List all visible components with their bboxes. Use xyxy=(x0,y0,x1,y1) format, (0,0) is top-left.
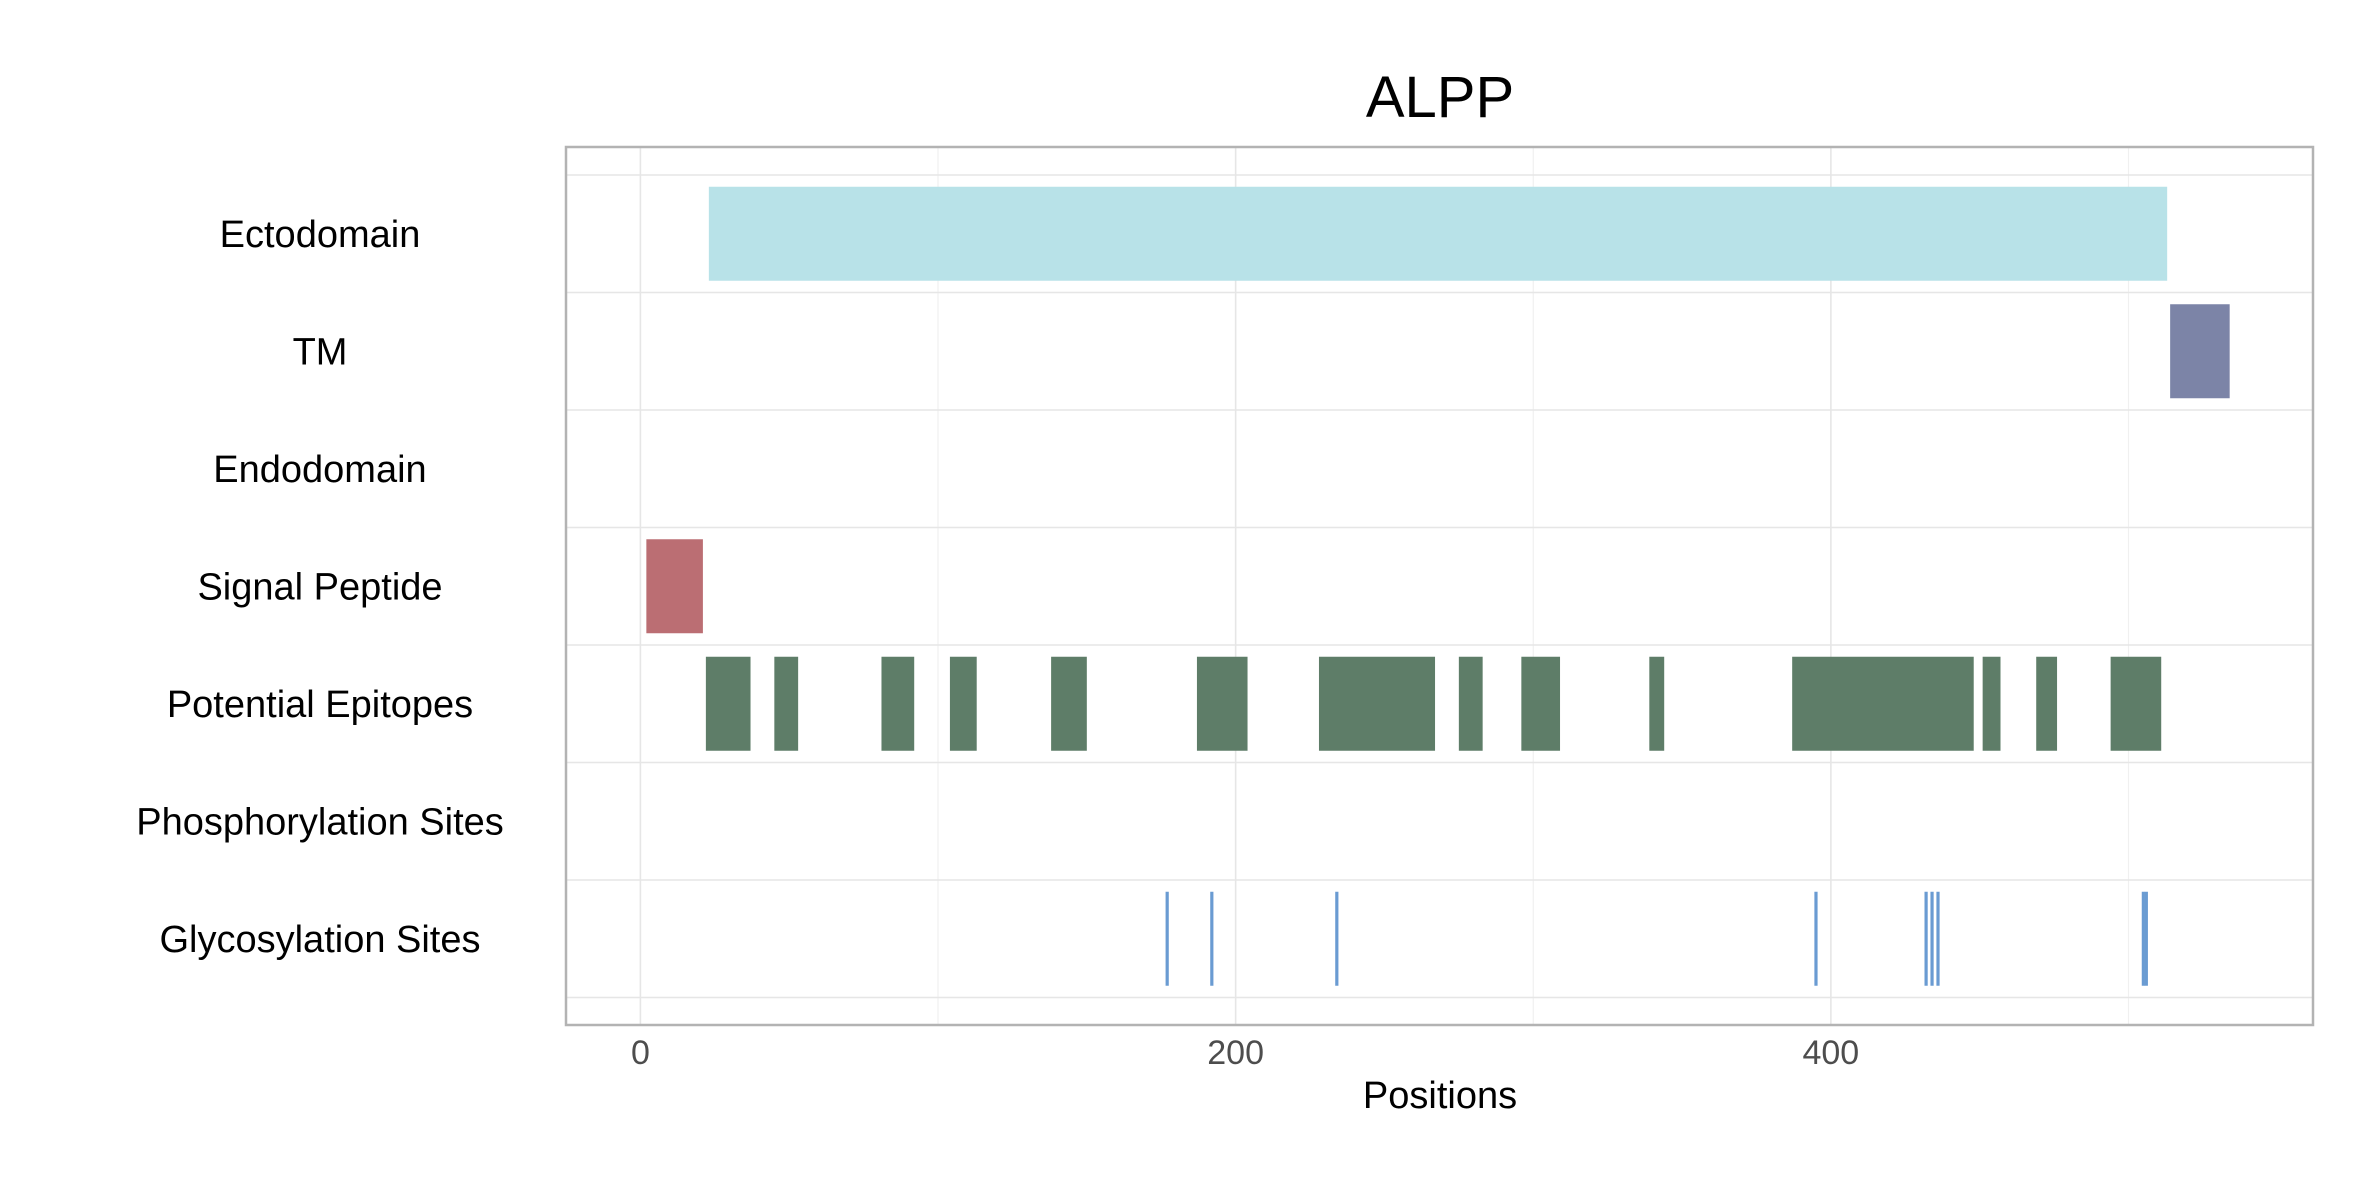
x-tick-label: 0 xyxy=(631,1034,650,1072)
bar-segment xyxy=(646,539,703,634)
x-axis-title: Positions xyxy=(1363,1075,1517,1117)
bar-segment xyxy=(1318,656,1436,751)
x-tick-label: 400 xyxy=(1802,1034,1859,1072)
plot-panel xyxy=(564,145,2315,1027)
marks xyxy=(646,186,2230,986)
bar-segment xyxy=(2110,656,2162,751)
bar-segment xyxy=(2170,304,2230,399)
bar-segment xyxy=(1792,656,1974,751)
row-labels: Ectodomain TM Endodomain Signal Peptide Pote… xyxy=(136,214,504,961)
row-label: Endodomain xyxy=(213,449,426,491)
bar-segment xyxy=(1458,656,1483,751)
bar-segment xyxy=(881,656,915,751)
bar-segment xyxy=(949,656,977,751)
bar-segment xyxy=(1649,656,1665,751)
bar-segment xyxy=(2036,656,2058,751)
row-label: Signal Peptide xyxy=(197,566,442,608)
row-label: Potential Epitopes xyxy=(167,684,473,726)
bar-segment xyxy=(1051,656,1087,751)
bar-segment xyxy=(1521,656,1561,751)
bar-segment xyxy=(774,656,799,751)
x-axis-ticks: 0 200 400 xyxy=(631,1034,1859,1072)
bar-segment xyxy=(1982,656,2001,751)
row-label: TM xyxy=(293,331,348,373)
bar-segment xyxy=(708,186,2168,281)
row-label: Ectodomain xyxy=(220,214,421,256)
row-label: Glycosylation Sites xyxy=(159,919,480,961)
chart-title: ALPP xyxy=(1366,65,1514,130)
bar-segment xyxy=(1196,656,1248,751)
grid xyxy=(566,147,2313,1025)
row-label: Phosphorylation Sites xyxy=(136,801,504,843)
x-tick-label: 200 xyxy=(1207,1034,1264,1072)
bar-segment xyxy=(705,656,751,751)
